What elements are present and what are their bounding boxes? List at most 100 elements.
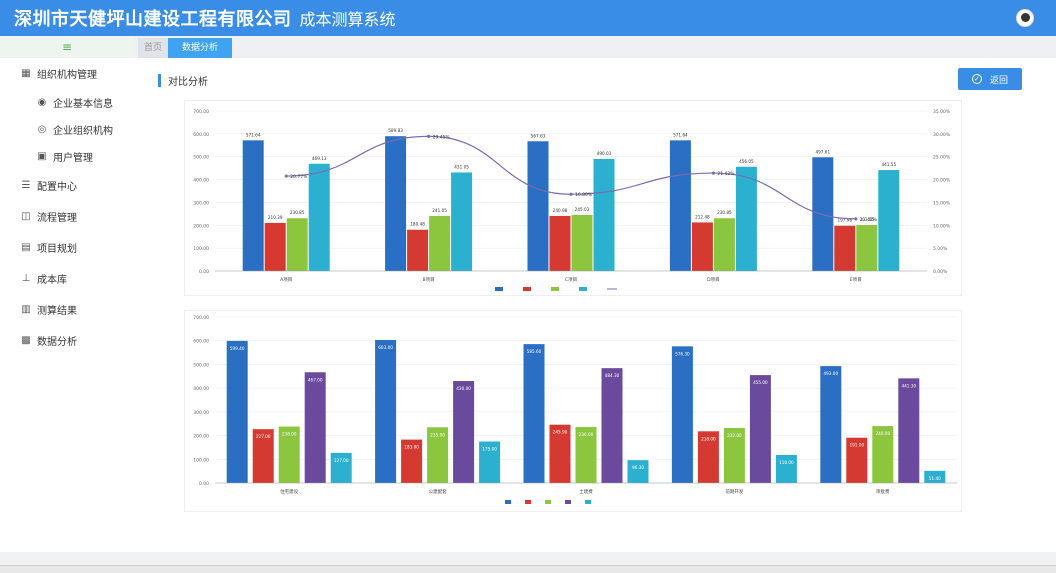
- y2-tick-label: 5.00%: [933, 246, 948, 252]
- sidebar-item-org[interactable]: ▦ 组织机构管理: [0, 58, 134, 89]
- flow-icon: ◫: [21, 211, 31, 222]
- bar: [898, 378, 920, 483]
- y2-tick-label: 35.00%: [933, 109, 951, 115]
- bar: [304, 372, 326, 483]
- data-label: 210.39: [268, 215, 283, 220]
- data-label: 497.61: [815, 149, 830, 154]
- bar: [252, 429, 274, 483]
- legend-swatch: [495, 287, 503, 291]
- bar: [429, 215, 451, 271]
- sidebar-item-label: 组织机构管理: [37, 70, 97, 81]
- legend-swatch: [565, 500, 571, 504]
- bar: [278, 426, 300, 483]
- data-label: 430.00: [456, 386, 471, 391]
- line-data-label: 21.42%: [717, 171, 735, 177]
- data-label: 240.00: [875, 431, 890, 436]
- bar: [226, 340, 248, 483]
- x-tick-label: 公建配套: [429, 488, 447, 495]
- y-tick-label: 700.00: [193, 315, 209, 321]
- data-label: 585.60: [527, 349, 542, 354]
- bar: [453, 381, 475, 483]
- tab-home[interactable]: 首页: [138, 38, 169, 58]
- x-tick-label: 前期开发: [725, 488, 743, 495]
- x-tick-label: 住宅建设: [280, 488, 298, 495]
- y-tick-label: 100.00: [193, 246, 209, 252]
- data-label: 571.64: [673, 132, 688, 137]
- sidebar-item-flow[interactable]: ◫ 流程管理: [0, 201, 134, 232]
- legend-swatch: [585, 500, 591, 504]
- bar: [820, 366, 842, 483]
- sidebar-item-label: 项目规划: [37, 244, 77, 255]
- check-circle-icon: ✓: [971, 74, 982, 84]
- bar: [264, 222, 286, 271]
- grid-icon: ▦: [21, 68, 31, 79]
- sidebar-item-plan[interactable]: ▤ 项目规划: [0, 232, 134, 263]
- data-label: 227.00: [256, 434, 271, 439]
- sidebar-menu: ▦ 组织机构管理 ◉ 企业基本信息 ◎ 企业组织机构 ▣ 用户管理 ☰ 配置中心 ◫ 流程管…: [0, 58, 134, 356]
- sidebar-item-config[interactable]: ☰ 配置中心: [0, 170, 134, 201]
- sidebar-item-results[interactable]: ▥ 测算结果: [0, 294, 134, 325]
- sidebar-item-label: 用户管理: [53, 153, 93, 164]
- y2-tick-label: 10.00%: [933, 223, 951, 229]
- y2-tick-label: 20.00%: [933, 178, 951, 184]
- bar: [330, 452, 352, 483]
- sidebar-item-company-org[interactable]: ◎ 企业组织机构: [0, 116, 134, 143]
- bar: [308, 163, 330, 271]
- bar: [878, 170, 900, 271]
- sidebar-item-company-info[interactable]: ◉ 企业基本信息: [0, 89, 134, 116]
- bar: [735, 166, 757, 271]
- x-tick-label: C项目: [565, 277, 577, 283]
- bar: [549, 424, 571, 483]
- sidebar-item-analysis[interactable]: ▩ 数据分析: [0, 325, 134, 356]
- bar: [242, 140, 264, 271]
- bar: [593, 158, 615, 271]
- list-icon: ☰: [21, 180, 31, 191]
- bar: [749, 375, 771, 483]
- line-point: [569, 192, 573, 196]
- data-label: 238.00: [282, 432, 297, 437]
- bar: [385, 136, 407, 271]
- sidebar: ≡ ▦ 组织机构管理 ◉ 企业基本信息 ◎ 企业组织机构 ▣ 用户管理 ☰ 配置中心 ◫ 流…: [0, 36, 134, 552]
- y-tick-label: 500.00: [193, 362, 209, 368]
- system-name: 成本测算系统: [299, 10, 396, 29]
- data-label: 455.00: [753, 380, 768, 385]
- sidebar-item-label: 企业组织机构: [53, 126, 113, 137]
- main-content: 首页 数据分析 对比分析 ✓ 返回 0.00 100.00 200.00 300.00 4…: [134, 36, 1056, 552]
- bar: [575, 427, 597, 483]
- data-label: 175.00: [482, 447, 497, 452]
- user-icon: ▣: [37, 151, 47, 162]
- x-tick-label: E项目: [850, 277, 862, 283]
- bar: [549, 215, 571, 271]
- data-label: 230.85: [290, 210, 305, 215]
- line-data-label: 20.77%: [290, 174, 308, 180]
- line-point: [711, 171, 716, 175]
- sidebar-item-cost-lib[interactable]: ⊥ 成本库: [0, 263, 134, 294]
- y-tick-label: 100.00: [193, 457, 209, 463]
- legend-swatch: [579, 287, 587, 291]
- page-title: 对比分析: [158, 72, 208, 88]
- data-label: 431.05: [454, 164, 469, 169]
- bar: [924, 470, 946, 483]
- data-label: 493.00: [823, 371, 838, 376]
- data-label: 232.00: [727, 433, 742, 438]
- chart-costs: 0.00 100.00 200.00 300.00 400.00 500.00 600.00…: [193, 315, 957, 504]
- bar: [571, 214, 593, 271]
- data-label: 212.48: [695, 214, 710, 219]
- y-tick-label: 400.00: [193, 178, 209, 184]
- chart-panel-costs: 0.00 100.00 200.00 300.00 400.00 500.00 600.00…: [184, 310, 962, 512]
- bar: [872, 426, 894, 483]
- data-label: 236.00: [579, 432, 594, 437]
- bar: [775, 455, 797, 483]
- y-tick-label: 400.00: [193, 386, 209, 392]
- sidebar-item-users[interactable]: ▣ 用户管理: [0, 143, 134, 170]
- bar: [427, 427, 449, 483]
- y2-tick-label: 0.00%: [933, 269, 948, 275]
- tree-icon: ⊥: [21, 273, 31, 284]
- tab-data-analysis[interactable]: 数据分析: [168, 38, 233, 58]
- line-data-label: 29.45%: [433, 134, 451, 140]
- bar: [451, 172, 473, 271]
- back-button[interactable]: ✓ 返回: [958, 68, 1022, 90]
- y-tick-label: 700.00: [193, 109, 209, 115]
- menu-collapse-icon[interactable]: ≡: [0, 36, 134, 58]
- avatar[interactable]: [1016, 9, 1034, 27]
